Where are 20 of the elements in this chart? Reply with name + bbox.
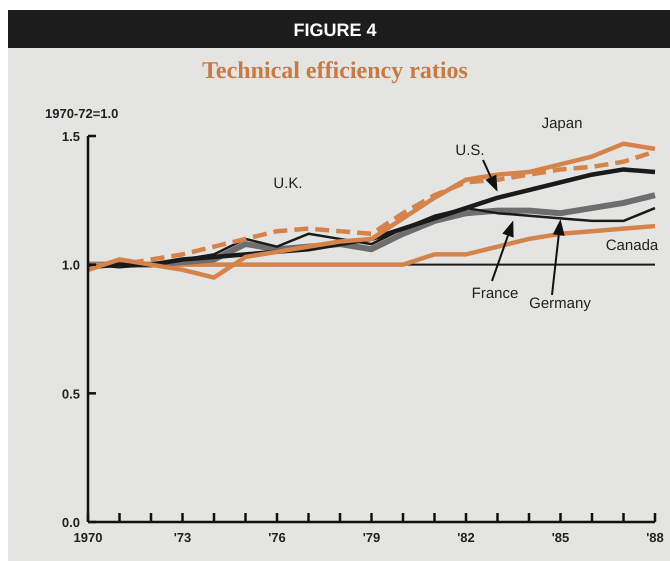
y-tick-label: 0.5 — [62, 386, 80, 402]
x-tick-label: '73 — [174, 530, 192, 545]
x-tick-label: '82 — [457, 530, 475, 545]
text: France — [472, 285, 518, 302]
chart-subtitle: Technical efficiency ratios — [202, 58, 468, 84]
x-tick-label: '76 — [268, 530, 286, 545]
y-tick-label: 0.0 — [62, 515, 80, 530]
chart-title: FIGURE 4 — [293, 20, 377, 40]
x-tick-label: '88 — [646, 530, 664, 545]
x-tick-label: '85 — [552, 530, 570, 545]
series-label: Japan — [542, 115, 582, 132]
y-axis-title: 1970-72=1.0 — [45, 106, 118, 121]
series-label: Canada — [606, 237, 659, 254]
text: U.K. — [273, 175, 303, 192]
y-tick-label: 1.5 — [62, 129, 80, 144]
y-tick-label: 1.0 — [62, 258, 80, 273]
text: Germany — [529, 295, 592, 312]
x-tick-label: 1970 — [74, 530, 102, 545]
text: U.S. — [455, 142, 485, 159]
x-tick-label: '79 — [362, 530, 380, 545]
